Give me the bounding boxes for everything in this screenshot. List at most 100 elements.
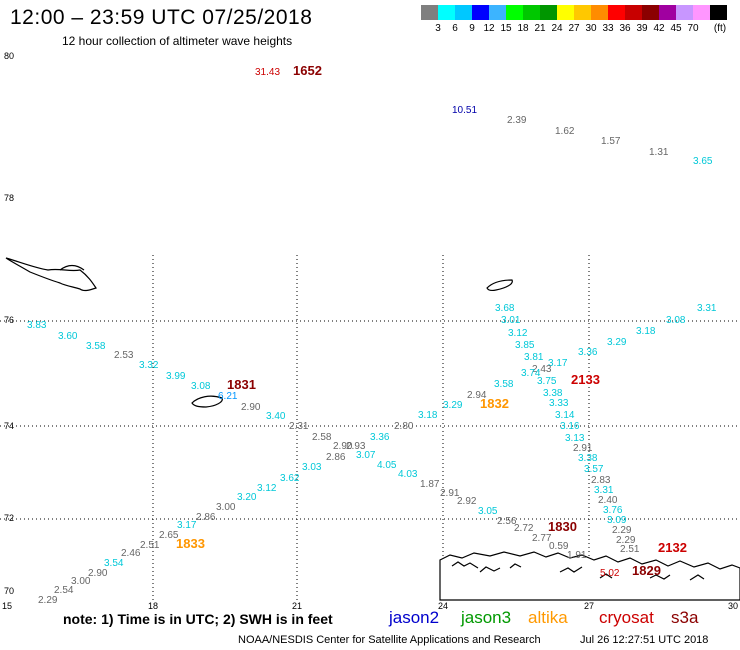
legend-swatch: [540, 5, 557, 20]
wave-height-value: 2.72: [514, 523, 534, 534]
lon-label-15: 15: [2, 601, 12, 611]
wave-height-value: 2.90: [88, 568, 108, 579]
pass-time-label: 2132: [658, 540, 687, 555]
wave-height-value: 3.31: [594, 485, 614, 496]
legend-label: 27: [568, 23, 580, 34]
lat-label-72: 72: [4, 513, 14, 523]
wave-height-value: 3.58: [494, 379, 514, 390]
wave-height-value: 3.68: [495, 303, 515, 314]
wave-height-value: 3.18: [636, 326, 656, 337]
wave-height-value: 3.16: [560, 421, 580, 432]
wave-height-readings: 31.43 1652 10.51 2.39 1.62 1.57 1.31 3.65 3.83 3.…: [27, 63, 717, 606]
legend-label: 18: [517, 23, 529, 34]
wave-height-value: 3.08: [191, 381, 211, 392]
wave-height-value: 3.83: [27, 320, 47, 331]
satellite-altika: altika: [528, 608, 568, 627]
wave-height-value: 2.46: [121, 548, 141, 559]
wave-height-value: 2.31: [289, 421, 309, 432]
legend-label: 30: [585, 23, 597, 34]
legend-swatch: [642, 5, 659, 20]
wave-height-value: 3.36: [578, 347, 598, 358]
wave-height-value: 2.86: [196, 512, 216, 523]
lon-label-30: 30: [728, 601, 738, 611]
satellite-cryosat: cryosat: [599, 608, 654, 627]
wave-height-value: 3.38: [543, 388, 563, 399]
legend-label: 21: [534, 23, 546, 34]
legend-swatch: [591, 5, 608, 20]
wave-height-value: 3.07: [356, 450, 376, 461]
wave-height-value: 3.17: [548, 358, 568, 369]
wave-height-value: 2.91: [573, 443, 593, 454]
wave-height-value: 2.65: [159, 530, 179, 541]
legend-swatch: [659, 5, 676, 20]
wave-height-value: 2.92: [457, 496, 477, 507]
legend-swatch: [574, 5, 591, 20]
wave-height-value: 2.29: [616, 535, 636, 546]
pass-time-label: 1831: [227, 377, 256, 392]
wave-height-value: 3.99: [166, 371, 186, 382]
wave-height-value: 3.40: [266, 411, 286, 422]
wave-height-value: 1.62: [555, 126, 575, 137]
wave-height-value: 2.83: [591, 475, 611, 486]
pass-time-label: 1833: [176, 536, 205, 551]
legend-swatch: [489, 5, 506, 20]
wave-height-value: 2.39: [507, 115, 527, 126]
wave-height-value: 5.02: [600, 568, 620, 579]
wave-height-value: 4.05: [377, 460, 397, 471]
pass-time-label: 1652: [293, 63, 322, 78]
wave-height-value: 2.40: [598, 495, 618, 506]
legend-swatch: [608, 5, 625, 20]
wave-height-value: 3.12: [257, 483, 277, 494]
wave-height-value: 0.59: [549, 541, 569, 552]
legend-label: 36: [619, 23, 631, 34]
wave-height-value: 3.62: [280, 473, 300, 484]
wave-height-value: 3.09: [607, 515, 627, 526]
legend-label: 3: [435, 23, 441, 34]
wave-height-value: 2.53: [114, 350, 134, 361]
wave-height-value: 1.57: [601, 136, 621, 147]
timestamp: Jul 26 12:27:51 UTC 2018: [580, 634, 709, 646]
legend-swatch: [506, 5, 523, 20]
credit-text: NOAA/NESDIS Center for Satellite Applica…: [238, 634, 541, 646]
wave-height-value: 2.91: [440, 488, 460, 499]
wave-height-value: 2.77: [532, 533, 552, 544]
wave-height-value: 3.33: [549, 398, 569, 409]
wave-height-value: 2.54: [54, 585, 74, 596]
wave-height-value: 2.93: [346, 441, 366, 452]
wave-height-value: 2.51: [620, 544, 640, 555]
lon-label-18: 18: [148, 601, 158, 611]
legend-swatch: [421, 5, 438, 20]
wave-height-value: 2.86: [326, 452, 346, 463]
wave-height-value: 3.31: [697, 303, 717, 314]
pass-time-label: 1829: [632, 563, 661, 578]
legend-swatch: [693, 5, 710, 20]
wave-height-value: 1.31: [649, 147, 669, 158]
pass-time-label: 2133: [571, 372, 600, 387]
legend-swatch: [625, 5, 642, 20]
legend-swatch: [710, 5, 727, 20]
satellite-jason2: jason2: [389, 608, 440, 627]
pass-time-label: 1830: [548, 519, 577, 534]
wave-height-value: 3.08: [666, 315, 686, 326]
map-subtitle: 12 hour collection of altimeter wave hei…: [62, 34, 293, 48]
wave-height-value: 3.36: [370, 432, 390, 443]
wave-height-value: 3.54: [104, 558, 124, 569]
wave-height-value: 3.17: [177, 520, 197, 531]
wave-height-value: 2.58: [312, 432, 332, 443]
wave-height-value: 3.00: [216, 502, 236, 513]
wave-height-value: 10.51: [452, 105, 477, 116]
legend-swatch: [557, 5, 574, 20]
lat-label-76: 76: [4, 315, 14, 325]
satellite-jason3: jason3: [461, 608, 512, 627]
wave-height-value: 1.91: [567, 550, 587, 561]
wave-height-value: 3.38: [578, 453, 598, 464]
legend-label: 15: [500, 23, 512, 34]
wave-height-value: 1.87: [420, 479, 440, 490]
wave-height-value: 3.57: [584, 464, 604, 475]
wave-height-value: 3.00: [71, 576, 91, 587]
wave-height-value: 2.56: [497, 516, 517, 527]
lat-label-70: 70: [4, 586, 14, 596]
wave-height-value: 2.90: [241, 402, 261, 413]
legend-unit: (ft): [713, 23, 727, 34]
footnote: note: 1) Time is in UTC; 2) SWH is in fe…: [63, 611, 333, 627]
